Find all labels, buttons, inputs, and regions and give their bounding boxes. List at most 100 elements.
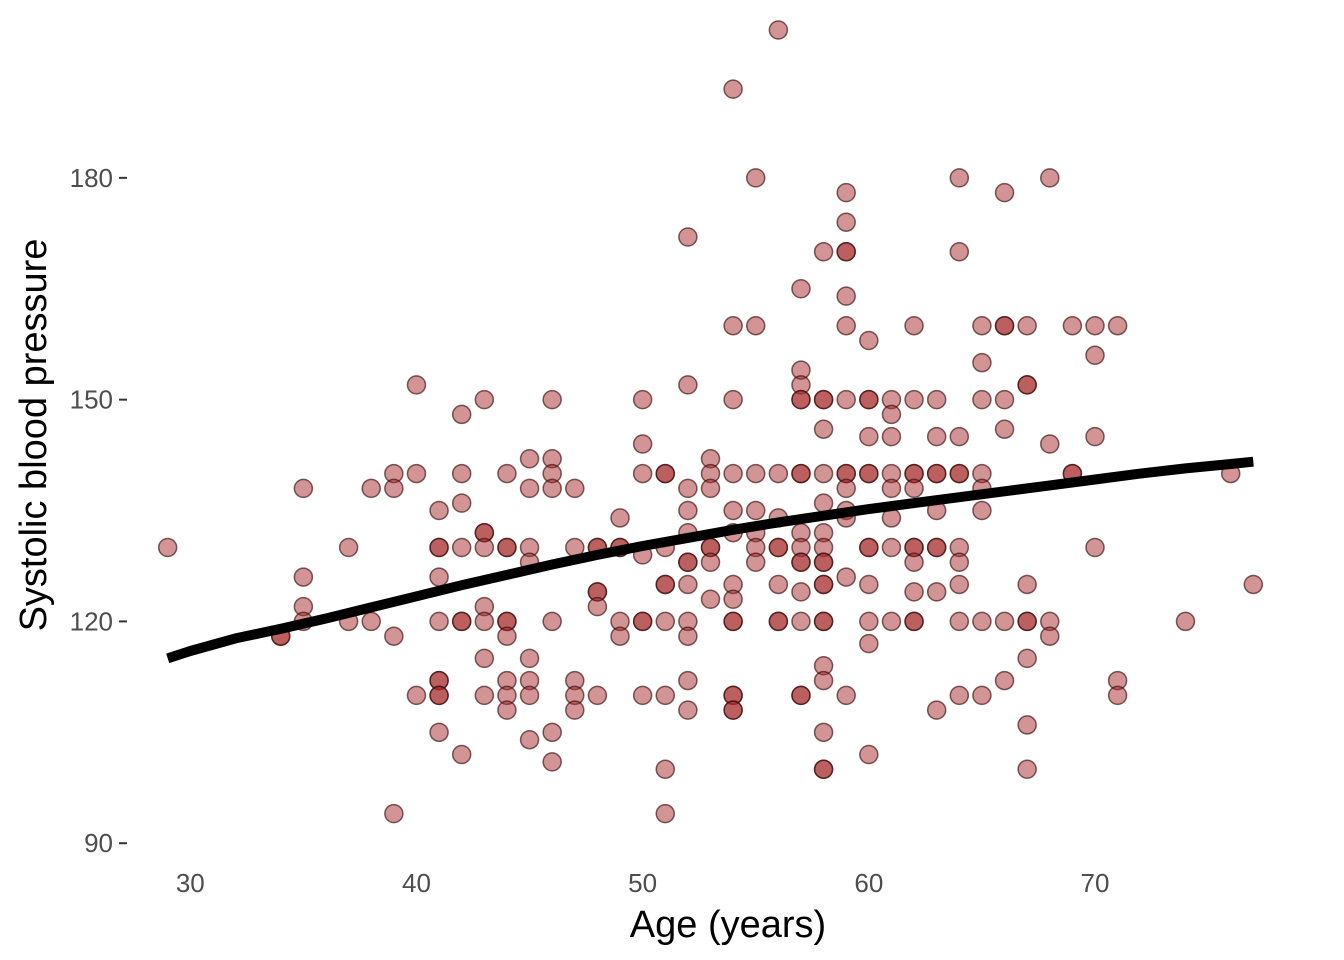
y-tick-label: 180 [70, 163, 113, 193]
data-point [293, 567, 314, 587]
data-point [678, 700, 698, 720]
data-point [655, 611, 676, 632]
data-point [1085, 426, 1105, 447]
data-point [836, 389, 856, 410]
y-tick-label: 90 [84, 828, 113, 858]
data-point [655, 463, 676, 484]
data-point [994, 315, 1015, 336]
data-point [587, 596, 608, 617]
data-point [949, 242, 970, 262]
data-point [949, 611, 970, 632]
data-point [632, 685, 653, 706]
data-point [926, 426, 947, 447]
data-point [836, 478, 856, 499]
data-point [881, 478, 902, 499]
data-point [745, 552, 766, 573]
data-point [813, 759, 834, 780]
data-point [678, 626, 698, 646]
data-point [1017, 315, 1037, 336]
data-point [384, 803, 404, 824]
data-point [972, 352, 992, 373]
data-point [1107, 315, 1128, 336]
data-point [542, 478, 562, 499]
data-point [723, 315, 743, 336]
data-point [813, 389, 834, 410]
data-point [542, 752, 562, 772]
data-point [949, 168, 970, 188]
data-point [655, 803, 676, 824]
data-point [881, 426, 902, 447]
data-point [700, 552, 721, 573]
x-axis: 30 40 50 60 70 [176, 868, 1110, 898]
data-point [519, 729, 540, 750]
data-point [723, 463, 743, 484]
data-point [565, 478, 585, 499]
data-point [768, 20, 789, 40]
data-point [926, 463, 947, 484]
data-point [519, 685, 540, 706]
data-point [949, 426, 970, 447]
data-point [451, 537, 472, 558]
data-point [949, 552, 970, 573]
data-point [655, 759, 676, 780]
data-point [700, 478, 721, 499]
data-point [994, 389, 1015, 410]
data-point [519, 449, 540, 469]
data-point [1040, 626, 1060, 646]
y-tick-label: 150 [70, 385, 113, 415]
data-points [157, 20, 1264, 824]
data-point [429, 685, 449, 706]
data-point [859, 744, 879, 765]
data-point [474, 648, 495, 669]
data-point [1017, 574, 1037, 595]
data-point [859, 330, 879, 351]
data-point [723, 589, 743, 609]
data-point [768, 611, 789, 632]
data-point [926, 700, 947, 720]
data-point [994, 182, 1015, 203]
data-point [406, 375, 427, 395]
data-point [813, 463, 834, 484]
data-point [429, 500, 449, 521]
data-point [994, 670, 1015, 691]
data-point [157, 537, 178, 558]
data-point [1017, 648, 1037, 669]
data-point [293, 478, 314, 499]
data-point [678, 375, 698, 395]
data-point [678, 500, 698, 521]
data-point [926, 537, 947, 558]
data-point [994, 611, 1015, 632]
data-point [768, 463, 789, 484]
data-point [949, 574, 970, 595]
data-point [429, 722, 449, 743]
data-point [904, 552, 924, 573]
data-point [904, 478, 924, 499]
x-tick-label: 70 [1081, 868, 1110, 898]
data-point [451, 404, 472, 425]
data-point [881, 537, 902, 558]
data-point [632, 463, 653, 484]
data-point [904, 582, 924, 602]
data-point [859, 426, 879, 447]
data-point [904, 389, 924, 410]
data-point [519, 648, 540, 669]
data-point [723, 611, 743, 632]
data-point [904, 611, 924, 632]
data-point [1175, 611, 1196, 632]
data-point [859, 389, 879, 410]
data-point [904, 315, 924, 336]
data-point [1085, 315, 1105, 336]
data-point [723, 700, 743, 720]
data-point [813, 419, 834, 439]
data-point [384, 626, 404, 646]
data-point [859, 633, 879, 654]
data-point [451, 463, 472, 484]
data-point [1017, 611, 1037, 632]
data-point [497, 537, 517, 558]
data-point [836, 182, 856, 203]
data-point [429, 537, 449, 558]
data-point [474, 685, 495, 706]
y-tick-label: 120 [70, 606, 113, 636]
data-point [1085, 345, 1105, 366]
data-point [723, 79, 743, 99]
